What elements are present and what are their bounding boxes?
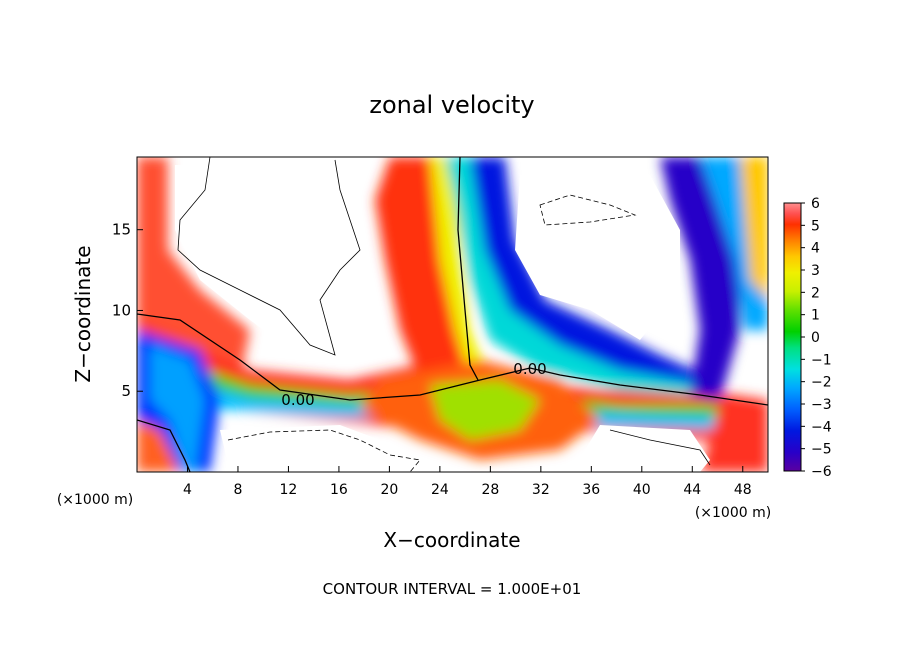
y-axis-ticks: 5 10 15 (112, 221, 143, 400)
colorbar-tick-label: 5 (811, 218, 820, 234)
x-tick-label: 24 (431, 482, 449, 498)
x-unit-right: (×1000 m) (695, 505, 771, 521)
colorbar-tick-label: 0 (811, 330, 820, 346)
colorbar-tick-label: −3 (811, 397, 832, 413)
colorbar-tick-label: 2 (811, 285, 820, 301)
x-tick-label: 36 (582, 482, 600, 498)
velocity-field (137, 157, 768, 472)
x-axis-ticks: 4 8 12 16 20 24 28 32 36 40 44 48 (183, 466, 752, 498)
x-tick-label: 4 (183, 482, 192, 498)
x-axis-label: X−coordinate (383, 528, 520, 552)
x-tick-label: 44 (683, 482, 701, 498)
x-tick-label: 48 (734, 482, 752, 498)
x-tick-label: 8 (233, 482, 242, 498)
y-axis-label: Z−coordinate (71, 245, 95, 382)
y-tick-label: 10 (112, 301, 131, 319)
colorbar-tick-label: −1 (811, 352, 832, 368)
x-tick-label: 40 (633, 482, 651, 498)
contour-interval-note: CONTOUR INTERVAL = 1.000E+01 (323, 580, 582, 598)
y-tick-label: 15 (112, 221, 131, 239)
colorbar-tick-label: 6 (811, 196, 820, 212)
colorbar-tick-label: −2 (811, 375, 832, 391)
plot-frame (136, 156, 769, 473)
colorbar (783, 202, 802, 472)
colorbar-tick-label: −6 (811, 464, 832, 480)
colorbar-tick-label: 4 (811, 241, 820, 257)
colorbar-ticks: 6 5 4 3 2 1 0 −1 −2 −3 −4 −5 −6 (801, 196, 832, 480)
colorbar-tick-label: −5 (811, 442, 832, 458)
y-tick-label: 5 (121, 382, 131, 400)
colorbar-tick-label: 3 (811, 263, 820, 279)
x-tick-label: 28 (481, 482, 499, 498)
contour-label-2: 0.00 (513, 360, 546, 378)
x-tick-label: 16 (330, 482, 348, 498)
colorbar-tick-label: −4 (811, 419, 832, 435)
contour-label-1: 0.00 (281, 391, 314, 409)
x-tick-label: 20 (380, 482, 398, 498)
chart-title: zonal velocity (369, 91, 534, 119)
x-tick-label: 32 (532, 482, 550, 498)
x-tick-label: 12 (280, 482, 298, 498)
x-unit-left: (×1000 m) (57, 492, 133, 508)
colorbar-tick-label: 1 (811, 308, 820, 324)
